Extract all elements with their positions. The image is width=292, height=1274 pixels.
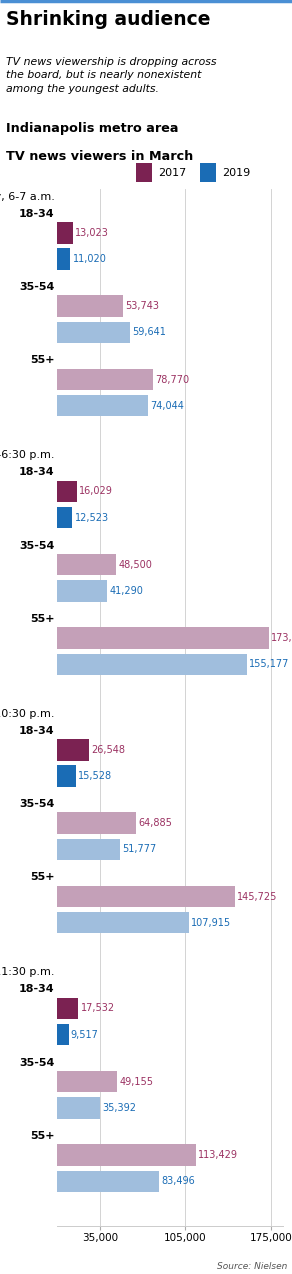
Bar — [57, 1024, 69, 1045]
Bar — [57, 1097, 100, 1119]
Text: 35,392: 35,392 — [102, 1103, 136, 1113]
Text: Monday to Friday, 6-7 a.m.: Monday to Friday, 6-7 a.m. — [0, 191, 55, 201]
Text: 49,155: 49,155 — [119, 1077, 153, 1087]
Text: 17,532: 17,532 — [81, 1004, 115, 1013]
Text: 15,528: 15,528 — [78, 771, 112, 781]
Bar — [57, 998, 78, 1019]
Text: 48,500: 48,500 — [119, 559, 152, 569]
Text: Shrinking audience: Shrinking audience — [6, 10, 211, 29]
Text: Monday to Sunday, 11-11:30 p.m.: Monday to Sunday, 11-11:30 p.m. — [0, 967, 55, 977]
Text: Indianapolis metro area: Indianapolis metro area — [6, 121, 179, 135]
Bar — [136, 163, 152, 182]
Bar — [57, 222, 73, 243]
Bar — [57, 912, 189, 934]
Text: 64,885: 64,885 — [138, 818, 172, 828]
Bar — [57, 580, 107, 601]
Text: TV news viewers in March: TV news viewers in March — [6, 150, 194, 163]
Text: 12,523: 12,523 — [74, 512, 109, 522]
Text: 2017: 2017 — [158, 167, 187, 177]
Bar — [57, 813, 136, 834]
Text: 16,029: 16,029 — [79, 487, 113, 497]
Text: 55+: 55+ — [30, 1131, 55, 1142]
Bar — [57, 739, 89, 761]
Text: Monday to Sunday, 10-10:30 p.m.: Monday to Sunday, 10-10:30 p.m. — [0, 708, 55, 719]
Text: 55+: 55+ — [30, 355, 55, 366]
Text: Source: Nielsen: Source: Nielsen — [217, 1263, 288, 1271]
Text: 26,548: 26,548 — [92, 745, 126, 755]
Text: 18-34: 18-34 — [19, 985, 55, 994]
Text: 74,044: 74,044 — [150, 401, 184, 410]
Text: 35-54: 35-54 — [19, 540, 55, 550]
Text: 41,290: 41,290 — [110, 586, 144, 596]
Text: TV news viewership is dropping across
the board, but is nearly nonexistent
among: TV news viewership is dropping across th… — [6, 56, 217, 94]
Text: 113,429: 113,429 — [198, 1150, 238, 1161]
Text: Monday to Friday, 6-6:30 p.m.: Monday to Friday, 6-6:30 p.m. — [0, 450, 55, 460]
Bar — [57, 369, 153, 390]
Text: 78,770: 78,770 — [156, 375, 190, 385]
Bar — [57, 248, 70, 270]
Text: 9,517: 9,517 — [71, 1029, 99, 1040]
Bar — [57, 885, 235, 907]
Bar — [57, 322, 130, 343]
Text: 107,915: 107,915 — [191, 917, 231, 927]
Bar — [200, 163, 216, 182]
Bar — [57, 766, 76, 787]
Text: 2019: 2019 — [223, 167, 251, 177]
Bar — [57, 1071, 117, 1092]
Bar — [57, 507, 72, 529]
Text: 59,641: 59,641 — [132, 327, 166, 338]
Bar — [57, 1171, 159, 1192]
Bar — [57, 296, 123, 317]
Text: 13,023: 13,023 — [75, 228, 109, 238]
Text: 83,496: 83,496 — [161, 1176, 195, 1186]
Text: 18-34: 18-34 — [19, 468, 55, 478]
Text: 35-54: 35-54 — [19, 282, 55, 292]
Bar — [57, 395, 147, 417]
Text: 53,743: 53,743 — [125, 301, 159, 311]
Text: 35-54: 35-54 — [19, 1057, 55, 1068]
Text: 55+: 55+ — [30, 873, 55, 883]
Text: 35-54: 35-54 — [19, 799, 55, 809]
Bar — [57, 554, 116, 576]
Text: 11,020: 11,020 — [73, 254, 107, 264]
Text: 18-34: 18-34 — [19, 209, 55, 219]
Bar — [57, 1144, 196, 1166]
Text: 155,177: 155,177 — [249, 659, 289, 669]
Text: 173,294: 173,294 — [271, 633, 292, 643]
Bar — [57, 838, 120, 860]
Bar — [57, 627, 269, 648]
Text: 51,777: 51,777 — [122, 845, 157, 855]
Text: 145,725: 145,725 — [237, 892, 278, 902]
Bar — [57, 480, 77, 502]
Bar — [57, 654, 247, 675]
Text: 18-34: 18-34 — [19, 726, 55, 735]
Text: 55+: 55+ — [30, 614, 55, 624]
